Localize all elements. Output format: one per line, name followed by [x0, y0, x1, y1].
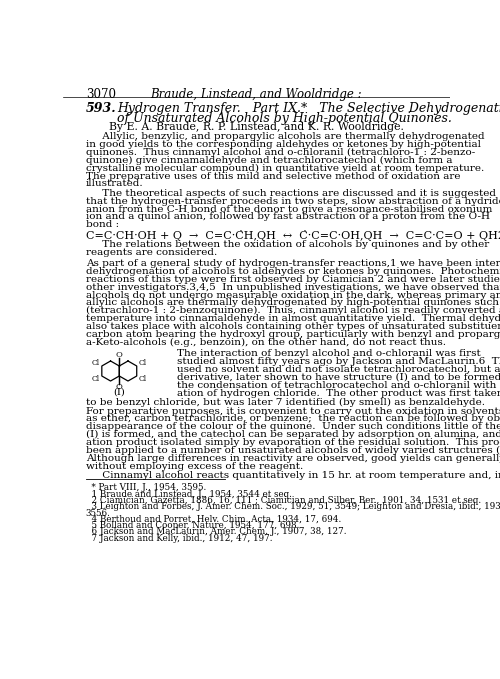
- Text: The preparative uses of this mild and selective method of oxidation are: The preparative uses of this mild and se…: [86, 172, 460, 181]
- Text: bond :: bond :: [86, 220, 119, 230]
- Text: ation of hydrogen chloride.  The other product was first taken: ation of hydrogen chloride. The other pr…: [177, 388, 500, 398]
- Text: 2 Ciamician, Gazetta, 1886, 16, 111 ; Ciamician and Silber, Ber., 1901, 34, 1531: 2 Ciamician, Gazetta, 1886, 16, 111 ; Ci…: [86, 496, 481, 505]
- Text: also takes place with alcohols containing other types of unsaturated substituent: also takes place with alcohols containin…: [86, 322, 500, 331]
- Text: * Part VIII, J., 1954, 3595.: * Part VIII, J., 1954, 3595.: [86, 483, 206, 492]
- Text: (tetrachloro-1 : 2-benzoquinone).  Thus, cinnamyl alcohol is readily converted a: (tetrachloro-1 : 2-benzoquinone). Thus, …: [86, 306, 500, 316]
- Text: For preparative purposes, it is convenient to carry out the oxidation in solvent: For preparative purposes, it is convenie…: [86, 407, 500, 416]
- Text: that the hydrogen-transfer proceeds in two steps, slow abstraction of a hydride: that the hydrogen-transfer proceeds in t…: [86, 197, 500, 206]
- Text: derivative, later shown to have structure (I) and to be formed by: derivative, later shown to have structur…: [177, 373, 500, 382]
- Text: (I): (I): [114, 388, 125, 397]
- Text: alcohols do not undergo measurable oxidation in the dark, whereas primary and se: alcohols do not undergo measurable oxida…: [86, 291, 500, 299]
- Text: to be benzyl chloride, but was later 7 identified (by smell) as benzaldehyde.: to be benzyl chloride, but was later 7 i…: [86, 398, 485, 407]
- Text: C=C·CH·OH + Q  →  C=C·ĊH,QH  ↔  Ċ·C=C·OH,QH  →  C=C·C=O + QH2: C=C·CH·OH + Q → C=C·ĊH,QH ↔ Ċ·C=C·OH,Q…: [86, 230, 500, 242]
- Text: dehydrogenation of alcohols to aldehydes or ketones by quinones.  Photochemical: dehydrogenation of alcohols to aldehydes…: [86, 267, 500, 276]
- Text: The relations between the oxidation of alcohols by quinones and by other: The relations between the oxidation of a…: [86, 240, 489, 249]
- Text: Braude, Linstead, and Wooldridge :: Braude, Linstead, and Wooldridge :: [150, 88, 362, 100]
- Text: The interaction of benzyl alcohol and o-chloranil was first: The interaction of benzyl alcohol and o-…: [177, 350, 481, 359]
- Text: Hydrogen Transfer.   Part IX.*   The Selective Dehydrogenation: Hydrogen Transfer. Part IX.* The Selecti…: [117, 103, 500, 115]
- Text: As part of a general study of hydrogen-transfer reactions,1 we have been interes: As part of a general study of hydrogen-t…: [86, 259, 500, 268]
- Text: crystalline molecular compound) in quantitative yield at room temperature.: crystalline molecular compound) in quant…: [86, 164, 484, 173]
- Text: 5 Bolland and Cooper, Nature, 1954, 177, 698.: 5 Bolland and Cooper, Nature, 1954, 177,…: [86, 521, 299, 530]
- Text: been applied to a number of unsaturated alcohols of widely varied structures (se: been applied to a number of unsaturated …: [86, 446, 500, 455]
- Text: in good yields to the corresponding aldehydes or ketones by high-potential: in good yields to the corresponding alde…: [86, 140, 481, 149]
- Text: a-Keto-alcohols (e.g., benzoin), on the other hand, do not react thus.: a-Keto-alcohols (e.g., benzoin), on the …: [86, 337, 446, 347]
- Text: of Unsaturated Alcohols by High-potential Quinones.: of Unsaturated Alcohols by High-potentia…: [117, 112, 452, 126]
- Text: quinones.  Thus cinnamyl alcohol and o-chloranil (tetrachloro-1 : 2-benzo-: quinones. Thus cinnamyl alcohol and o-ch…: [86, 148, 475, 157]
- Text: 3070: 3070: [86, 88, 116, 100]
- Text: carbon atom bearing the hydroxyl group, particularly with benzyl and propargyl a: carbon atom bearing the hydroxyl group, …: [86, 330, 500, 339]
- Text: O: O: [116, 382, 122, 390]
- Text: other investigators.3,4,5  In unpublished investigations, we have observed that : other investigators.3,4,5 In unpublished…: [86, 282, 500, 292]
- Text: anion from the C-H bond of the donor to give a resonance-stabilised oxonium: anion from the C-H bond of the donor to …: [86, 204, 492, 213]
- Text: illustrated.: illustrated.: [86, 179, 144, 189]
- Text: reagents are considered.: reagents are considered.: [86, 249, 217, 257]
- Text: The theoretical aspects of such reactions are discussed and it is suggested: The theoretical aspects of such reaction…: [86, 189, 496, 198]
- Text: 6 Jackson and MacLaurin, Amer. Chem. J., 1907, 38, 127.: 6 Jackson and MacLaurin, Amer. Chem. J.,…: [86, 528, 346, 536]
- Text: quinone) give cinnamaldehyde and tetrachlorocatechol (which form a: quinone) give cinnamaldehyde and tetrach…: [86, 156, 452, 165]
- Text: Cl: Cl: [92, 359, 100, 367]
- Text: temperature into cinnamaldehyde in almost quantitative yield.  Thermal dehydroge: temperature into cinnamaldehyde in almos…: [86, 314, 500, 323]
- Text: Cinnamyl alcohol reacts quantitatively in 15 hr. at room temperature and, in thi: Cinnamyl alcohol reacts quantitatively i…: [86, 471, 500, 480]
- Text: 1 Braude and Linstead, J., 1954, 3544 et seq.: 1 Braude and Linstead, J., 1954, 3544 et…: [86, 490, 292, 498]
- Text: By E. A. Braude, R. P. Linstead, and K. R. Wooldridge.: By E. A. Braude, R. P. Linstead, and K. …: [109, 122, 404, 132]
- Text: Cl: Cl: [139, 375, 147, 382]
- Text: without employing excess of the reagent.: without employing excess of the reagent.: [86, 462, 303, 471]
- Text: Cl: Cl: [139, 359, 147, 367]
- Text: (I) is formed, and the catechol can be separated by adsorption on alumina, and t: (I) is formed, and the catechol can be s…: [86, 430, 500, 439]
- Text: ion and a quinol anion, followed by fast abstraction of a proton from the O-H: ion and a quinol anion, followed by fast…: [86, 213, 490, 221]
- Text: used no solvent and did not isolate tetrachlorocatechol, but a: used no solvent and did not isolate tetr…: [177, 365, 500, 374]
- Text: Although large differences in reactivity are observed, good yields can generally: Although large differences in reactivity…: [86, 454, 500, 462]
- Text: 4 Berthoud and Porret, Helv. Chim. Acta, 1934, 17, 694.: 4 Berthoud and Porret, Helv. Chim. Acta,…: [86, 515, 341, 524]
- Text: the condensation of tetrachlorocatechol and o-chloranil with elimin-: the condensation of tetrachlorocatechol …: [177, 381, 500, 390]
- Text: studied almost fifty years ago by Jackson and MacLaurin.6  They: studied almost fifty years ago by Jackso…: [177, 357, 500, 366]
- Text: 3 Leighton and Forbes, J. Amer. Chem. Soc., 1929, 51, 3549; Leighton and Dresia,: 3 Leighton and Forbes, J. Amer. Chem. So…: [86, 502, 500, 511]
- Text: Allylic, benzylic, and propargylic alcohols are thermally dehydrogenated: Allylic, benzylic, and propargylic alcoh…: [86, 132, 484, 141]
- Text: Cl: Cl: [92, 375, 100, 382]
- Text: as ether, carbon tetrachloride, or benzene;  the reaction can be followed by obs: as ether, carbon tetrachloride, or benze…: [86, 414, 500, 424]
- Text: 3556.: 3556.: [86, 509, 110, 517]
- Text: O: O: [116, 352, 122, 359]
- Text: disappearance of the colour of the quinone.  Under such conditions little of the: disappearance of the colour of the quino…: [86, 422, 500, 431]
- Text: reactions of this type were first observed by Ciamician 2 and were later studied: reactions of this type were first observ…: [86, 275, 500, 284]
- Text: ation product isolated simply by evaporation of the residual solution.  This pro: ation product isolated simply by evapora…: [86, 438, 500, 447]
- Text: allylic alcohols are thermally dehydrogenated by high-potential quinones such as: allylic alcohols are thermally dehydroge…: [86, 299, 500, 308]
- Text: 7 Jackson and Kelly, ibid., 1912, 47, 197.: 7 Jackson and Kelly, ibid., 1912, 47, 19…: [86, 534, 272, 543]
- Text: 593.: 593.: [86, 103, 117, 115]
